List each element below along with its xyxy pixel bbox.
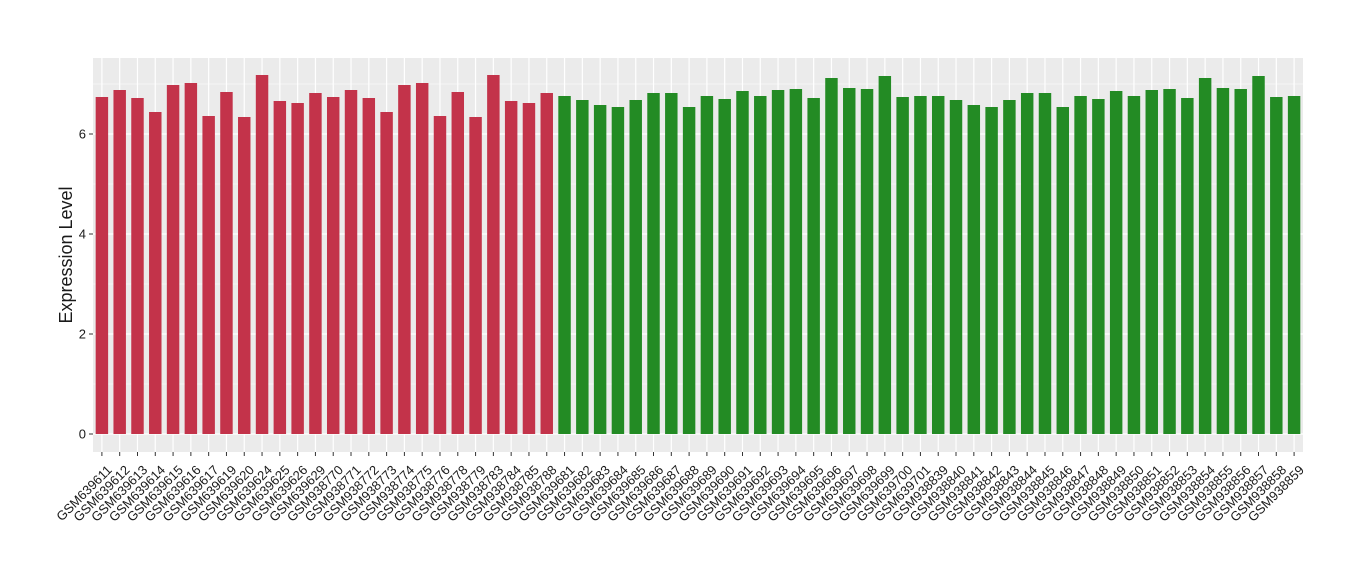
bar: [647, 93, 660, 434]
y-tick-label: 6: [79, 127, 86, 142]
y-tick-label: 4: [79, 227, 86, 242]
bar: [202, 116, 215, 434]
bar: [220, 92, 233, 434]
bar: [1234, 89, 1247, 434]
bar: [629, 100, 642, 434]
bar: [1163, 89, 1176, 434]
bar: [825, 78, 838, 434]
bar: [1198, 78, 1212, 434]
bar: [949, 100, 963, 434]
bar: [700, 96, 714, 434]
bar: [682, 107, 696, 434]
bar: [771, 90, 785, 434]
bar: [1127, 96, 1141, 434]
bar: [504, 101, 518, 434]
bar: [611, 107, 625, 434]
bar: [326, 97, 340, 434]
bar: [362, 98, 376, 434]
bar: [896, 97, 909, 434]
bar: [1092, 99, 1105, 434]
bar: [398, 85, 411, 434]
y-tick-label: 2: [79, 327, 86, 342]
bar: [736, 91, 749, 434]
bar: [1270, 97, 1283, 434]
bar: [1074, 96, 1087, 434]
bar: [1181, 98, 1194, 434]
y-axis-label: Expression Level: [56, 186, 76, 323]
bar: [1216, 88, 1230, 434]
bar: [754, 96, 767, 434]
bar: [967, 105, 981, 434]
bar: [576, 100, 589, 434]
bar: [380, 112, 393, 434]
bar: [1109, 91, 1123, 434]
bar: [718, 99, 731, 434]
bar: [487, 75, 500, 434]
bar: [1038, 93, 1052, 434]
bar: [149, 112, 162, 434]
bar: [878, 76, 892, 434]
bar: [931, 96, 945, 434]
bar: [1056, 107, 1070, 434]
bar: [95, 97, 109, 434]
bar: [113, 90, 126, 434]
bar: [558, 96, 571, 434]
bar: [184, 83, 198, 434]
y-tick-label: 0: [79, 427, 86, 442]
bar: [469, 117, 482, 434]
bar: [166, 85, 180, 434]
bar: [665, 93, 678, 434]
bar: [344, 90, 358, 434]
bar: [451, 92, 465, 434]
bar: [914, 96, 927, 434]
bar: [807, 98, 820, 434]
bar: [593, 105, 607, 434]
bar: [273, 101, 287, 434]
bar: [238, 117, 251, 434]
bar: [1145, 90, 1158, 434]
bar: [131, 98, 144, 434]
bar: [860, 89, 874, 434]
bar: [415, 83, 429, 434]
bar: [1287, 96, 1301, 434]
bar: [1252, 76, 1265, 434]
bar: [985, 107, 998, 434]
bar: [1020, 93, 1034, 434]
bar: [291, 103, 304, 434]
bar: [255, 75, 269, 434]
bar: [1003, 100, 1016, 434]
bar: [540, 93, 553, 434]
bar: [433, 116, 447, 434]
bar: [522, 103, 536, 434]
bar: [789, 89, 803, 434]
bar: [309, 93, 322, 434]
bar: [843, 88, 856, 434]
